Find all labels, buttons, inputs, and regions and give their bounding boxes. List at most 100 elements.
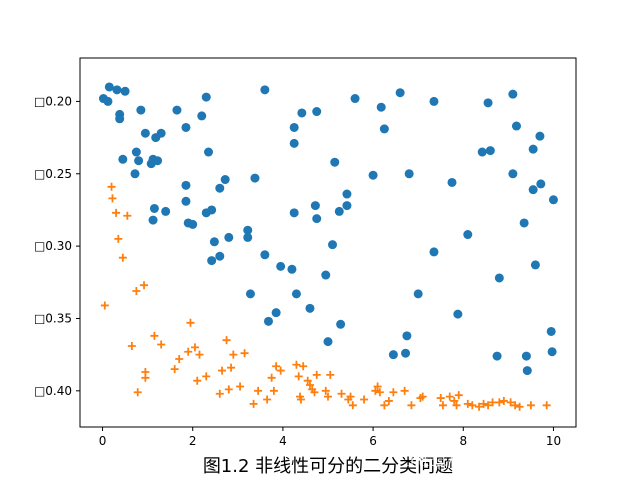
circle-point xyxy=(463,230,473,240)
plus-point xyxy=(222,336,231,345)
circle-point xyxy=(546,326,556,336)
plus-point xyxy=(312,370,321,379)
plus-point xyxy=(407,401,416,410)
plus-point xyxy=(346,392,355,401)
circle-point xyxy=(328,240,338,250)
circle-point xyxy=(245,289,255,299)
circle-point xyxy=(336,319,346,329)
circle-point xyxy=(115,114,125,124)
plus-point xyxy=(263,395,272,404)
plus-point xyxy=(348,401,357,410)
plus-point xyxy=(140,281,149,290)
plus-point xyxy=(499,396,508,405)
plus-point xyxy=(321,386,330,395)
y-tick-label: □0.30 xyxy=(34,239,72,253)
circle-point xyxy=(536,179,546,189)
x-axis: 0 2 4 6 8 10 xyxy=(99,427,561,448)
circle-point xyxy=(204,147,214,157)
circle-point xyxy=(350,94,360,104)
circle-point xyxy=(447,177,457,187)
plus-point xyxy=(132,286,141,295)
circle-point xyxy=(388,350,398,360)
circle-point xyxy=(312,107,322,117)
plus-point xyxy=(107,182,116,191)
circle-point xyxy=(342,201,352,211)
plus-point xyxy=(479,399,488,408)
x-tick-label: 6 xyxy=(369,434,377,448)
circle-point xyxy=(521,351,531,361)
circle-point xyxy=(134,156,144,166)
plus-point xyxy=(360,395,369,404)
circle-point xyxy=(402,331,412,341)
plus-point xyxy=(450,396,459,405)
plus-point xyxy=(324,392,332,401)
plus-point xyxy=(118,253,127,262)
plus-point xyxy=(195,350,204,359)
circle-point xyxy=(485,146,495,156)
circle-point xyxy=(260,85,270,95)
circle-point xyxy=(215,251,225,261)
circle-point xyxy=(271,308,281,318)
circle-point xyxy=(148,215,158,225)
plus-point xyxy=(506,398,515,407)
circle-point xyxy=(528,185,538,195)
circle-point xyxy=(201,92,211,102)
plus-point xyxy=(272,362,281,371)
circle-point xyxy=(120,86,130,96)
plus-point xyxy=(310,388,319,397)
circle-point xyxy=(276,261,286,271)
plus-point xyxy=(463,399,472,408)
plus-point xyxy=(454,391,463,400)
circle-point xyxy=(118,154,128,164)
circle-point xyxy=(330,157,340,167)
plus-point xyxy=(175,354,184,363)
circle-point xyxy=(508,89,518,99)
plus-point xyxy=(292,360,301,369)
plus-point xyxy=(438,401,447,410)
circle-point xyxy=(289,122,299,132)
plus-point xyxy=(445,392,454,401)
plus-point xyxy=(305,381,314,390)
plus-point xyxy=(127,341,136,350)
plus-point xyxy=(371,386,380,395)
circle-point xyxy=(156,128,166,138)
plus-point xyxy=(193,376,202,385)
circle-point xyxy=(103,96,113,106)
circle-point xyxy=(149,203,159,213)
plus-point xyxy=(108,194,117,203)
circle-point xyxy=(379,124,389,134)
plus-point xyxy=(436,394,445,403)
plus-point xyxy=(526,401,535,410)
plus-point xyxy=(186,318,195,327)
circle-point xyxy=(289,208,299,218)
series-1 xyxy=(100,182,551,411)
circle-point xyxy=(291,289,301,299)
y-tick-label: □0.40 xyxy=(34,384,72,398)
plus-point xyxy=(373,382,382,391)
circle-point xyxy=(321,270,331,280)
circle-point xyxy=(528,144,538,154)
plus-point xyxy=(488,398,497,407)
plus-point xyxy=(452,401,461,410)
circle-point xyxy=(483,98,493,108)
circle-point xyxy=(395,88,405,98)
plus-point xyxy=(389,388,398,397)
plus-point xyxy=(190,343,199,352)
chart-title: 图1.2 非线性可分的二分类问题 xyxy=(203,456,453,477)
circle-point xyxy=(287,264,297,274)
circle-point xyxy=(508,169,518,179)
x-tick-label: 4 xyxy=(279,434,287,448)
x-tick-label: 0 xyxy=(99,434,107,448)
y-tick-label: □0.20 xyxy=(34,94,72,108)
plus-point xyxy=(114,234,123,243)
circle-point xyxy=(181,196,191,206)
plus-point xyxy=(227,363,236,372)
plot-area xyxy=(98,82,558,411)
plus-point xyxy=(296,395,305,404)
circle-point xyxy=(530,260,540,270)
circle-point xyxy=(511,121,521,131)
plus-point xyxy=(303,376,312,385)
circle-point xyxy=(477,147,487,157)
plus-point xyxy=(170,365,179,374)
